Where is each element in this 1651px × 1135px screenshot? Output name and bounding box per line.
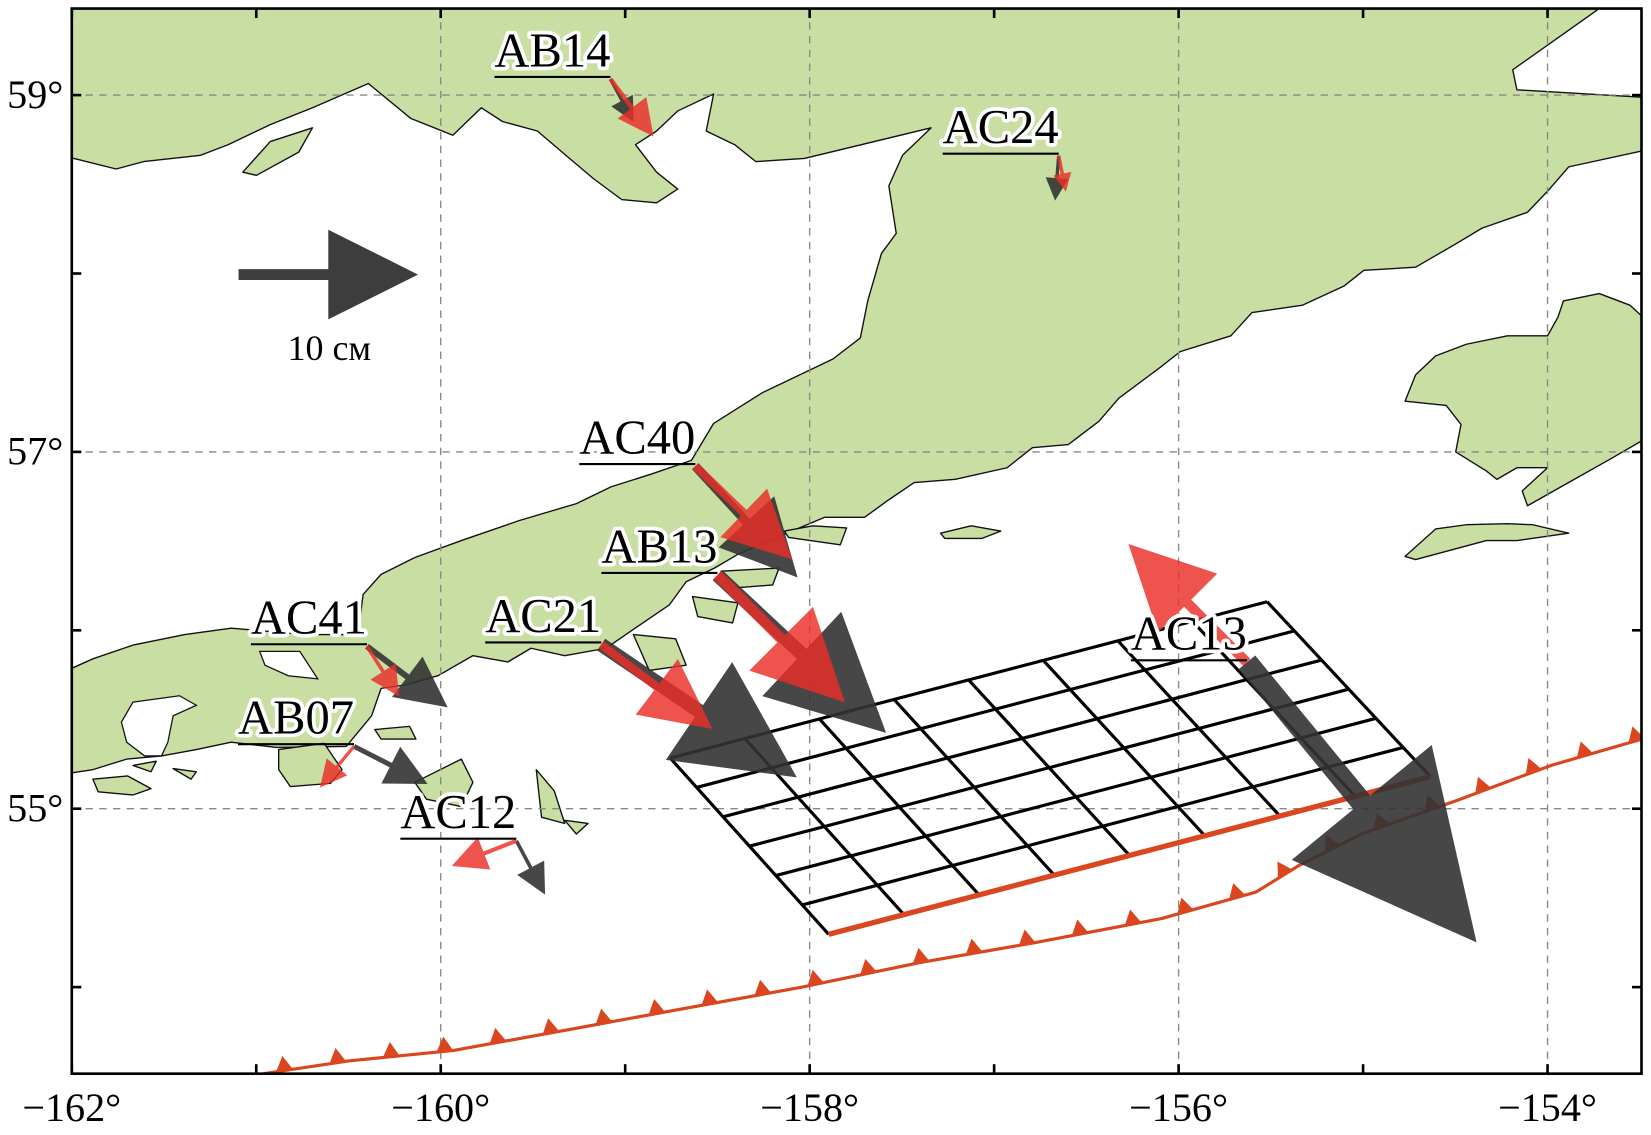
coastlines — [71, 8, 1642, 835]
trench-tooth — [1124, 909, 1142, 926]
trench-tooth — [965, 938, 983, 955]
lon-tick-label: −154° — [1498, 1085, 1597, 1130]
fault-grid-dip-line — [669, 756, 830, 936]
trench-tooth — [542, 1018, 560, 1035]
trench-tooth — [1475, 776, 1492, 794]
lon-tick-label: −160° — [391, 1085, 490, 1130]
lagoon-north — [258, 650, 320, 680]
gray-vector-ac41 — [365, 643, 448, 708]
axis-tick-labels: −162° −160° −158° −156° −154° 55° 57° 59° — [7, 72, 1597, 1130]
scale-arrow — [238, 229, 419, 320]
red-vector-ac13 — [1128, 543, 1251, 666]
fault-plane-updip-edge — [827, 774, 1432, 937]
sanak-island-c — [172, 767, 198, 780]
trench-tooth — [1277, 861, 1293, 879]
station-label-ab13: AB13 — [601, 519, 717, 573]
station-label-ac21: AC21 — [485, 589, 601, 643]
fault-grid-strike-line — [775, 716, 1377, 878]
trench-tooth — [701, 989, 719, 1006]
trench-tooth — [489, 1027, 507, 1044]
trench-tooth — [754, 979, 772, 996]
red-vector-ac21 — [598, 641, 713, 729]
fault-grid-strike-line — [749, 687, 1350, 848]
lat-tick-label: 57° — [7, 429, 63, 474]
scale-label: 10 см — [288, 328, 371, 368]
trench-tooth — [329, 1047, 347, 1064]
alaska-mainland-and-peninsula — [71, 8, 1642, 774]
axis-ticks — [70, 8, 1642, 1074]
scale-arrow-group: 10 см — [238, 229, 419, 368]
island-east-of-ac40 — [783, 525, 848, 546]
station-label-ac40: AC40 — [579, 411, 695, 465]
trench-tooth — [1177, 897, 1194, 915]
shumagin-island-c — [535, 768, 566, 825]
shumagin-island-a — [374, 725, 417, 740]
lon-tick-label: −156° — [1129, 1085, 1228, 1130]
red-vector-ab07 — [319, 745, 356, 788]
lat-tick-label: 55° — [7, 785, 63, 830]
displacement-vectors — [319, 77, 1477, 943]
trench-tooth — [382, 1041, 400, 1058]
trench-tooth — [1628, 726, 1642, 743]
island-near-ac21 — [632, 633, 687, 672]
station-label-ab14: AB14 — [494, 23, 610, 77]
trench-tooth — [1229, 883, 1246, 900]
red-vector-ac12 — [451, 837, 518, 870]
chirikof-island — [939, 525, 1002, 540]
gray-vector-ab07 — [352, 744, 428, 784]
fault-grid-strike-line — [696, 629, 1295, 789]
sanak-island-a — [92, 775, 152, 796]
station-label-ab07: AB07 — [238, 691, 354, 745]
lagoon-port-moller — [120, 695, 198, 757]
fault-grid-strike-line — [722, 658, 1322, 819]
station-label-ac41: AC41 — [251, 591, 367, 645]
trench-tooth — [1018, 929, 1036, 946]
trench-tooth — [912, 947, 930, 964]
trinity-islands — [1404, 523, 1570, 561]
station-label-ac12: AC12 — [400, 785, 516, 839]
lon-tick-label: −162° — [22, 1085, 121, 1130]
station-label-ac13: AC13 — [1131, 607, 1247, 661]
trench-tooth — [1525, 758, 1542, 775]
fault-grid-strike-line — [801, 745, 1404, 907]
trench-tooth — [436, 1036, 454, 1053]
red-vector-ab14 — [608, 77, 654, 137]
sanak-island-b — [132, 760, 157, 773]
red-vector-ac24 — [1053, 155, 1072, 192]
trench-tooth — [648, 998, 666, 1016]
trench-tooth — [1576, 741, 1593, 758]
red-vector-ab13 — [713, 571, 845, 703]
gray-vector-ac12 — [514, 839, 546, 895]
lon-tick-label: −158° — [760, 1085, 859, 1130]
trench-tooth — [860, 958, 877, 976]
trench-tooth — [276, 1055, 293, 1072]
lat-tick-label: 59° — [7, 72, 63, 117]
island-near-ab13-b — [691, 595, 739, 624]
trench-tooth — [595, 1008, 613, 1025]
trench-tooth — [807, 969, 824, 987]
shumagin-island-b — [414, 758, 474, 808]
hagemeister-island — [242, 127, 314, 177]
shumagin-island-d — [564, 819, 589, 835]
map-frame — [70, 7, 1643, 1075]
kodiak-island — [1404, 292, 1642, 507]
red-vector-ac40 — [692, 463, 793, 560]
station-label-ac24: AC24 — [943, 100, 1059, 154]
red-vector-ac41 — [365, 645, 400, 697]
trench-tooth — [1071, 919, 1089, 936]
gray-vector-ac13 — [1238, 655, 1477, 943]
fault-plane-grid — [669, 600, 1432, 937]
